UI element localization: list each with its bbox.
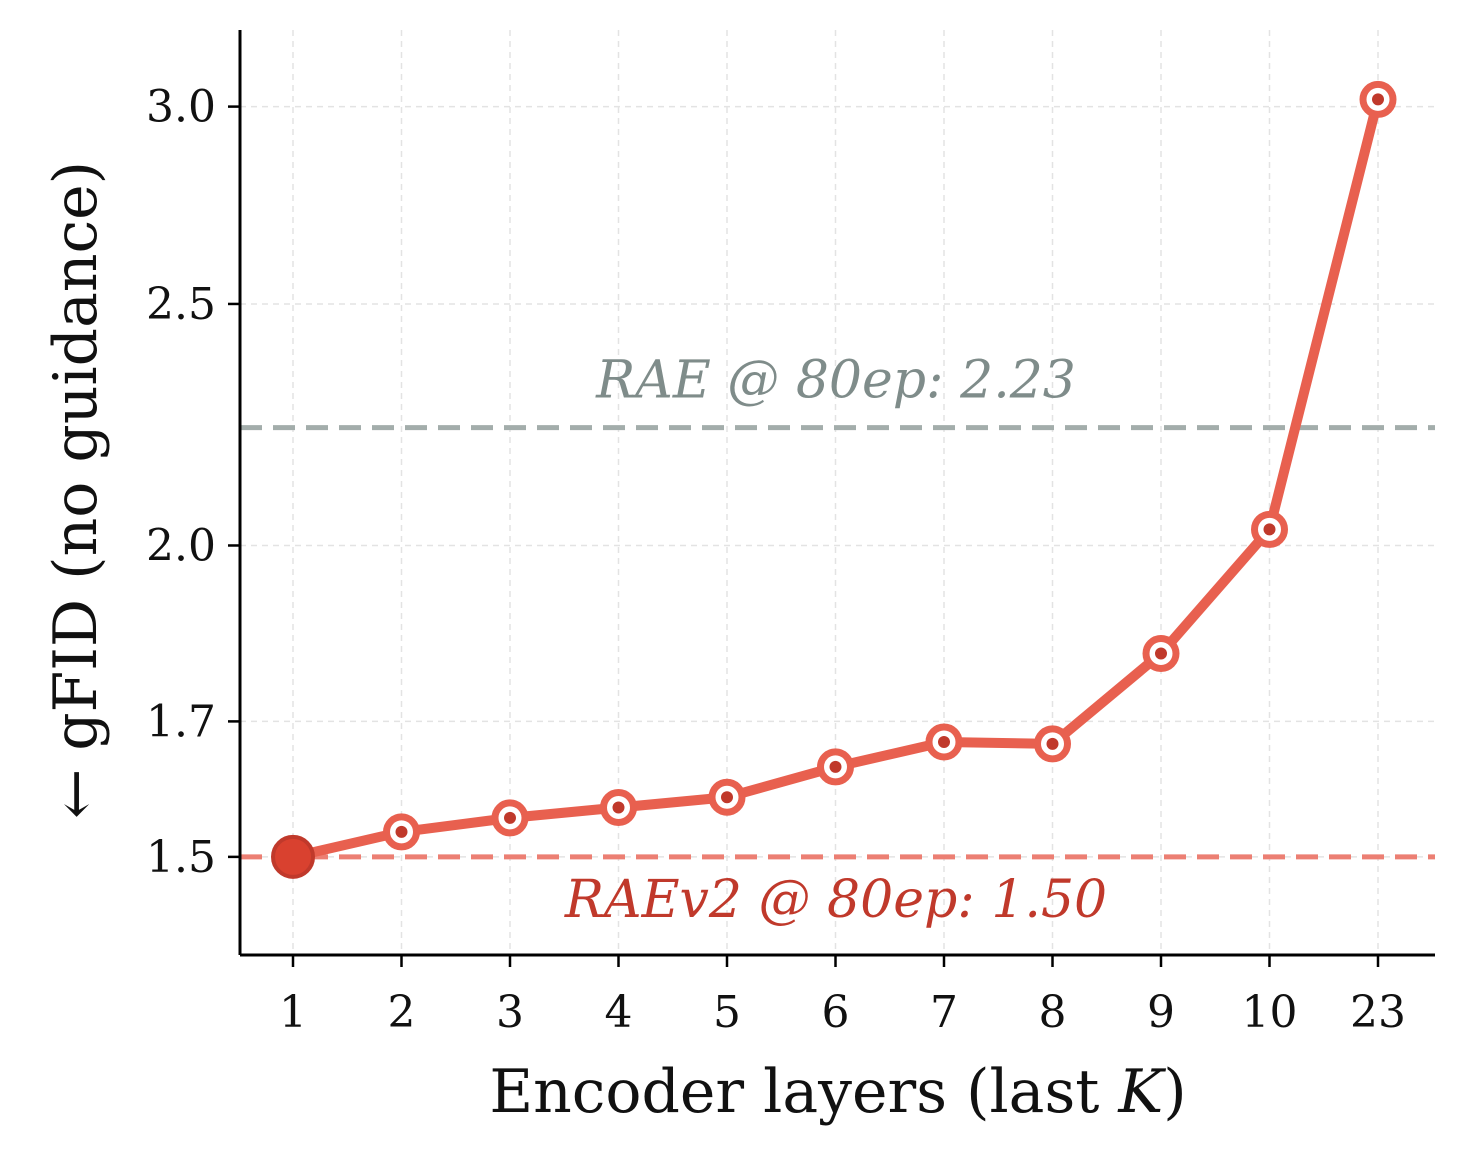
data-point-center bbox=[829, 760, 842, 773]
x-tick-label: 4 bbox=[605, 987, 633, 1038]
y-tick-label: 2.0 bbox=[146, 520, 216, 571]
data-point-best bbox=[271, 834, 315, 879]
x-tick-label: 10 bbox=[1242, 987, 1298, 1038]
x-tick-label: 3 bbox=[496, 987, 524, 1038]
x-tick-label: 2 bbox=[388, 987, 416, 1038]
data-point-center bbox=[612, 801, 625, 814]
raev2-baseline-label: RAEv2 @ 80ep: 1.50 bbox=[564, 870, 1107, 930]
grid-lines bbox=[240, 30, 1435, 955]
rae-baseline-label: RAE @ 80ep: 2.23 bbox=[595, 351, 1076, 411]
y-tick-label: 1.5 bbox=[146, 832, 216, 883]
y-axis-label: gFID (no guidance) bbox=[41, 161, 111, 751]
data-point-center bbox=[504, 811, 516, 824]
reference-lines: RAE @ 80ep: 2.23 RAEv2 @ 80ep: 1.50 bbox=[240, 351, 1435, 930]
x-tick-label: 1 bbox=[279, 987, 307, 1038]
x-tick-label: 5 bbox=[713, 987, 741, 1038]
x-tick-label: 8 bbox=[1039, 987, 1067, 1038]
x-axis-title: Encoder layers (last K) bbox=[489, 1057, 1186, 1127]
x-tick-label: 23 bbox=[1350, 987, 1406, 1038]
data-point-center bbox=[721, 791, 733, 804]
series-group bbox=[271, 80, 1397, 879]
y-ticks: 1.5 1.7 2.0 2.5 3.0 bbox=[146, 82, 240, 883]
x-tick-label: 7 bbox=[930, 987, 958, 1038]
data-point-center bbox=[1155, 647, 1167, 660]
svg-text:←gFID (no guidance): ← gFID (no guidance) bbox=[41, 161, 111, 819]
data-point-center bbox=[1263, 523, 1276, 536]
x-tick-label: 6 bbox=[822, 987, 850, 1038]
data-point-center bbox=[1046, 737, 1059, 750]
y-tick-label: 3.0 bbox=[146, 82, 216, 133]
y-tick-label: 1.7 bbox=[146, 696, 216, 747]
y-axis-title: ← gFID (no guidance) bbox=[41, 161, 111, 819]
axes bbox=[238, 30, 1435, 957]
y-tick-label: 2.5 bbox=[146, 279, 216, 330]
data-point-center bbox=[938, 735, 950, 748]
series-line bbox=[288, 94, 1383, 862]
x-tick-label: 9 bbox=[1147, 987, 1175, 1038]
data-point-center bbox=[1372, 93, 1384, 106]
x-ticks: 1 2 3 4 5 6 7 8 9 10 23 bbox=[279, 955, 1406, 1038]
data-point-center bbox=[395, 825, 408, 838]
y-axis-arrow: ← bbox=[41, 769, 111, 819]
